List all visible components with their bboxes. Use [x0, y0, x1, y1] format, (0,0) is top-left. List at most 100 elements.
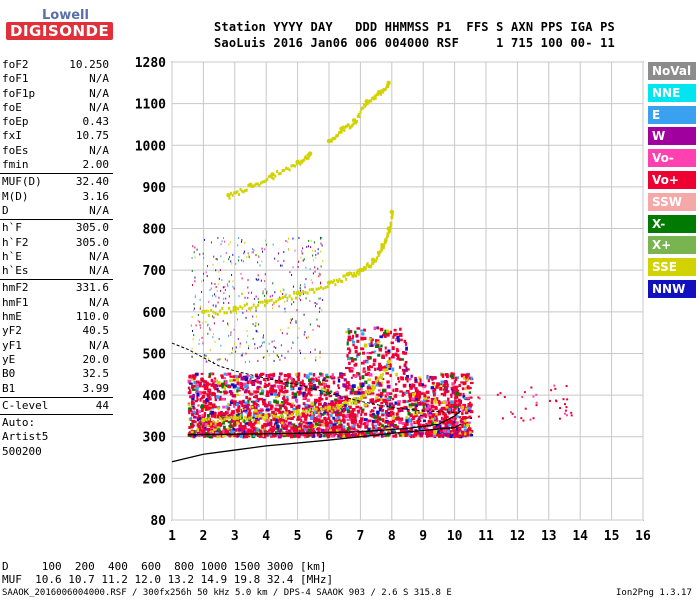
trace-dot [373, 94, 376, 98]
trace-dot [228, 416, 231, 420]
param-value: 305.0 [75, 221, 109, 235]
legend-item-e: E [648, 105, 696, 124]
trace-dot [212, 310, 215, 314]
trace-dot [239, 187, 242, 191]
trace-dot [381, 90, 384, 94]
trace-dot [364, 391, 367, 395]
trace-dot [364, 266, 367, 270]
trace-dot [372, 387, 375, 391]
trace-dot [368, 390, 371, 394]
trace-dot [295, 413, 298, 417]
trace-dot [266, 301, 269, 305]
trace-dot [343, 401, 346, 405]
trace-dot [337, 404, 340, 408]
trace-dot [234, 308, 237, 312]
param-value: 20.0 [82, 352, 110, 366]
trace-dot [305, 156, 308, 160]
trace-dot [284, 295, 287, 299]
trace-dot [288, 168, 291, 172]
profile-line [171, 342, 461, 414]
trace-dot [212, 419, 215, 423]
y-tick-label: 300 [143, 431, 167, 446]
param-separator [0, 279, 113, 281]
trace-dot [230, 415, 233, 419]
trace-dot [270, 175, 273, 179]
trace-dot [317, 411, 320, 415]
trace-dot [272, 301, 275, 305]
trace-dot [355, 274, 358, 278]
param-value: N/A [89, 143, 109, 157]
param-value: 40.5 [82, 324, 110, 338]
trace-dot [379, 373, 382, 377]
legend-item-nnw: NNW [648, 279, 696, 298]
param-name: h`F [2, 221, 22, 235]
trace-dot [234, 191, 237, 195]
trace-dot [254, 306, 257, 310]
profile-trace [171, 423, 462, 463]
trace-dot [210, 422, 213, 426]
trace-dot [263, 418, 266, 422]
trace-dot [237, 416, 240, 420]
trace-dot [216, 312, 219, 316]
trace-dot [223, 417, 226, 421]
trace-dot [244, 189, 247, 193]
param-row: foF1 N/A [0, 72, 113, 86]
trace-dot [207, 417, 210, 421]
trace-dot [348, 399, 351, 403]
trace-dot [246, 417, 249, 421]
x-tick-label: 16 [635, 529, 651, 544]
trace-dot [279, 413, 282, 417]
param-row: h`Es N/A [0, 264, 113, 278]
trace-dot [391, 213, 394, 217]
trace-dot [363, 394, 366, 398]
logo-text-lowell: Lowell [42, 8, 89, 23]
trace-dot [385, 368, 388, 372]
y-tick-label: 1100 [135, 98, 166, 113]
trace-dot [362, 394, 365, 398]
trace-dot [374, 259, 377, 263]
param-value: N/A [89, 264, 109, 278]
trace-dot [334, 136, 337, 140]
trace-dot [364, 103, 367, 107]
trace-dot [370, 264, 373, 268]
trace-dot [261, 300, 264, 304]
param-name: Artist5 [2, 430, 49, 444]
trace-dot [277, 298, 280, 302]
trace-dot [358, 270, 361, 274]
trace-dot [237, 193, 240, 197]
trace-dot [284, 411, 287, 415]
trace-dot [350, 272, 353, 276]
trace-dot [309, 153, 312, 157]
trace-dot [306, 410, 309, 414]
trace-dot [219, 309, 222, 313]
trace-dot [275, 300, 278, 304]
trace-dot [330, 409, 333, 413]
param-name: foEp [2, 115, 29, 129]
param-value: 2.00 [82, 158, 110, 172]
trace-dot [221, 307, 224, 311]
trace-dot [292, 164, 295, 168]
trace-dot [359, 110, 362, 114]
param-name: foE [2, 100, 22, 114]
y-tick-label: 1000 [135, 139, 166, 154]
trace-dot [253, 183, 256, 187]
trace-dot [338, 278, 341, 282]
trace-dot [286, 411, 289, 415]
trace-dot [277, 415, 280, 419]
param-row: 500200 [0, 445, 113, 459]
trace-dot [281, 414, 284, 418]
trace-dot [252, 303, 255, 307]
data-point [232, 305, 237, 310]
profile-trace [171, 342, 461, 414]
trace-dot [293, 410, 296, 414]
param-value: N/A [89, 295, 109, 309]
param-value: N/A [89, 338, 109, 352]
trace-dot [205, 418, 208, 422]
trace-dot [311, 287, 314, 291]
trace-dot [259, 181, 262, 185]
trace-dot [299, 413, 302, 417]
trace-dot [252, 184, 255, 188]
trace-dot [366, 102, 369, 106]
trace-dot [276, 169, 279, 173]
sse-echo-trace [226, 151, 313, 200]
